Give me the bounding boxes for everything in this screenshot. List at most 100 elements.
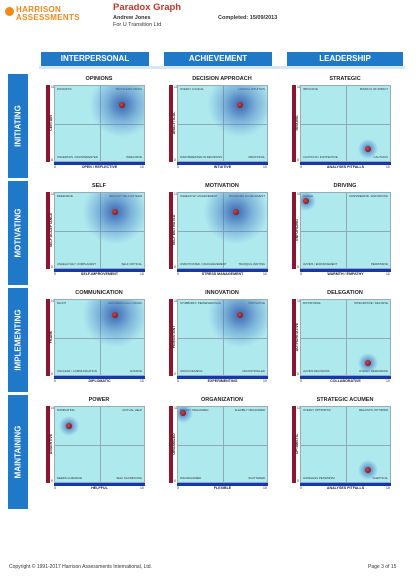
x-axis-bar — [177, 269, 268, 272]
y-axis-label: FRANK — [49, 330, 53, 344]
chart-title: SELF — [91, 183, 107, 189]
x-axis-bar — [54, 483, 145, 486]
score-point — [66, 422, 73, 429]
x-axis-bar — [54, 376, 145, 379]
score-point — [364, 146, 371, 152]
score-point — [118, 101, 125, 108]
y-tick-min: 0 — [51, 372, 53, 376]
midline-vertical — [222, 407, 224, 482]
score-point — [303, 197, 310, 204]
plot-area: RIGIDLY ORGANIZED FLEXIBLY ORGANIZED DISOR… — [177, 406, 268, 483]
x-tick-min: 0 — [177, 379, 179, 383]
row-header-maintaining: MAINTAINING — [8, 395, 28, 509]
y-tick-min: 0 — [51, 479, 53, 483]
quadrant-label-bottom-right: EVASIVE — [130, 369, 142, 373]
paradox-chart-strategic: STRATEGIC 10 0 RISKING IMPULSIVE MINDFUL OF I… — [291, 76, 399, 170]
x-tick-min: 0 — [54, 486, 56, 490]
quadrant-label-top-left: BLUNT — [57, 301, 67, 305]
y-axis-label: OPTIMISTIC — [295, 433, 299, 455]
y-axis-bar — [292, 192, 296, 269]
y-tick-min: 0 — [174, 372, 176, 376]
score-glow — [82, 193, 144, 244]
y-tick-max: 10 — [297, 192, 301, 196]
plot-area: IMPULSIVE MINDFUL OF IMPACT CAUTIOUS / INA… — [300, 85, 391, 162]
quadrant-label-bottom-right: INDECISIVE — [126, 155, 142, 159]
score-glow — [208, 86, 267, 137]
score-point — [111, 312, 118, 318]
quadrant-label-bottom-right: PERMISSIVE — [370, 262, 388, 266]
x-tick-min: 0 — [177, 272, 179, 276]
y-tick-min: 0 — [297, 158, 299, 162]
midline-vertical — [99, 407, 101, 482]
y-tick-max: 10 — [297, 299, 301, 303]
y-tick-max: 10 — [174, 299, 178, 303]
x-axis-label: SELF-IMPROVEMENT — [80, 272, 119, 276]
row-header-implementing: IMPLEMENTING — [8, 288, 28, 392]
row-header-maintaining-label: MAINTAINING — [13, 425, 23, 479]
x-axis-bar — [54, 269, 145, 272]
x-tick-min: 0 — [54, 165, 56, 169]
quadrant-label-top-left: DICTATORIAL — [303, 301, 322, 305]
y-tick-min: 0 — [297, 372, 299, 376]
quadrant-label-top-left: DOMINATING — [57, 408, 75, 412]
chart-title: INNOVATION — [205, 290, 239, 296]
score-point — [180, 410, 187, 416]
plot-area: STUBBORN / PERSEVERANCEINNOVATIVEUNSUCCE… — [177, 299, 268, 376]
paradox-chart-self: SELF 10 0 SELF ACCEPTANCEDEFENSIVEHEALTHY S… — [45, 183, 153, 277]
quadrant-label-top-right: INTEGRATIVE / DECISIVE — [354, 301, 388, 305]
page-title: Paradox Graph — [113, 2, 182, 13]
y-axis-bar — [169, 299, 173, 376]
x-axis-label: INTUITIVE — [213, 165, 232, 169]
chart-title: POWER — [88, 397, 110, 403]
quadrant-label-top-left: UNHEALTHY ACHIEVEMENT — [180, 194, 218, 198]
x-tick-min: 0 — [54, 272, 56, 276]
chart-title: DECISION APPROACH — [192, 76, 252, 82]
row-header-implementing-label: IMPLEMENTING — [13, 309, 23, 371]
logo-mark-icon — [5, 7, 14, 16]
x-tick-max: 10 — [263, 272, 267, 276]
quadrant-label-top-right: MINDFUL OF IMPACT — [359, 87, 388, 91]
row-header-motivating: MOTIVATING — [8, 181, 28, 285]
page-number: Page 3 of 15 — [368, 564, 397, 570]
x-axis-label: HELPFUL — [91, 486, 108, 490]
quadrant-label-top-right: MUTUAL HELP — [122, 408, 142, 412]
quadrant-label-top-left: OVERLY LOGICAL — [180, 87, 204, 91]
x-axis-label: ANALYSES PITFALLS — [326, 486, 365, 490]
plot-area: DEFENSIVEHEALTHY SELF-ESTEEMUNHEALTHILY … — [54, 192, 145, 269]
score-point — [364, 360, 371, 366]
plot-area: BLUNTDIPLOMATICALLY FRANKUNCLEAR / COMMU… — [54, 299, 145, 376]
y-tick-max: 10 — [297, 85, 301, 89]
x-axis-label: OPEN / REFLECTIVE — [81, 165, 118, 169]
midline-vertical — [345, 86, 347, 161]
x-tick-min: 0 — [300, 165, 302, 169]
y-axis-bar — [292, 406, 296, 483]
chart-title: DRIVING — [333, 183, 357, 189]
quadrant-label-bottom-right: SCEPTICAL — [372, 476, 388, 480]
company-name: For U Transition Ltd — [113, 22, 162, 28]
y-axis-label: SELF MOTIVATED — [172, 214, 176, 246]
score-point — [232, 208, 239, 215]
x-tick-max: 10 — [386, 165, 390, 169]
y-axis-label: AUTHORITATIVE — [295, 322, 299, 352]
score-point — [364, 467, 371, 473]
y-tick-min: 0 — [174, 479, 176, 483]
chart-title: STRATEGIC — [329, 76, 361, 82]
x-axis-bar — [177, 162, 268, 165]
x-tick-min: 0 — [177, 165, 179, 169]
score-point — [237, 101, 244, 108]
quadrant-label-top-right: REALISTIC OPTIMISM — [358, 408, 388, 412]
quadrant-label-bottom-left: DISORGANIZED — [180, 476, 202, 480]
plot-area: DICTATORIAL INTEGRATIVE / DECISIVE AVOIDS … — [300, 299, 391, 376]
chart-title: ORGANIZATION — [200, 397, 244, 403]
quadrant-label-bottom-left: AVOIDS / ENFORCEMENT — [303, 262, 338, 266]
y-tick-min: 0 — [51, 158, 53, 162]
score-glow — [203, 193, 267, 244]
x-tick-min: 0 — [300, 486, 302, 490]
quadrant-label-top-left: DEFENSIVE — [57, 194, 73, 198]
y-axis-bar — [46, 406, 50, 483]
score-glow — [89, 86, 144, 137]
quadrant-label-bottom-left: UNHEALTHILY COMPLACENT — [57, 262, 97, 266]
x-axis-label: COLLABORATIVE — [330, 379, 361, 383]
chart-title: COMMUNICATION — [75, 290, 123, 296]
row-header-initiating: INITIATING — [8, 74, 28, 178]
